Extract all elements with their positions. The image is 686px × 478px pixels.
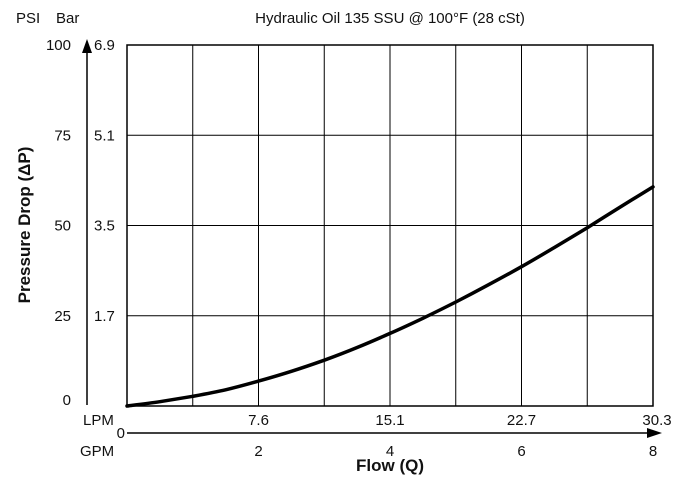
y-axis-arrow [82, 39, 92, 405]
y-tick-label-bar: 5.1 [94, 127, 115, 144]
grid-lines [127, 45, 653, 406]
chart-title: Hydraulic Oil 135 SSU @ 100°F (28 cSt) [255, 10, 525, 27]
y-tick-label-psi: 50 [54, 218, 71, 235]
x-tick-label-lpm: 30.3 [642, 412, 671, 429]
x-tick-label-gpm: 2 [254, 443, 262, 460]
x-tick-labels: 7.6 15.1 22.7 30.3 0 2 4 6 8 [117, 412, 672, 460]
x-unit-lpm: LPM [83, 412, 114, 429]
y-tick-label-psi: 0 [63, 392, 71, 409]
x-tick-label-gpm: 0 [117, 425, 125, 442]
y-unit-psi: PSI [16, 10, 40, 27]
y-tick-label-bar: 3.5 [94, 218, 115, 235]
y-unit-bar: Bar [56, 10, 79, 27]
x-axis-arrow [127, 428, 662, 438]
pressure-drop-curve [125, 185, 655, 408]
y-tick-label-bar: 1.7 [94, 308, 115, 325]
x-tick-label-lpm: 15.1 [375, 412, 404, 429]
x-axis-title: Flow (Q) [356, 456, 424, 475]
plot-area-frame [126, 44, 654, 407]
y-tick-label-bar: 6.9 [94, 37, 115, 54]
x-tick-label-gpm: 4 [386, 443, 394, 460]
x-tick-label-lpm: 22.7 [507, 412, 536, 429]
y-tick-labels: 100 75 50 25 0 6.9 5.1 3.5 1.7 [46, 37, 115, 409]
x-tick-label-lpm: 7.6 [248, 412, 269, 429]
x-tick-label-gpm: 8 [649, 443, 657, 460]
y-tick-label-psi: 25 [54, 308, 71, 325]
y-axis-title: Pressure Drop (ΔP) [15, 147, 34, 304]
y-tick-label-psi: 100 [46, 37, 71, 54]
y-tick-label-psi: 75 [54, 127, 71, 144]
x-unit-gpm: GPM [80, 443, 114, 460]
x-tick-label-gpm: 6 [517, 443, 525, 460]
